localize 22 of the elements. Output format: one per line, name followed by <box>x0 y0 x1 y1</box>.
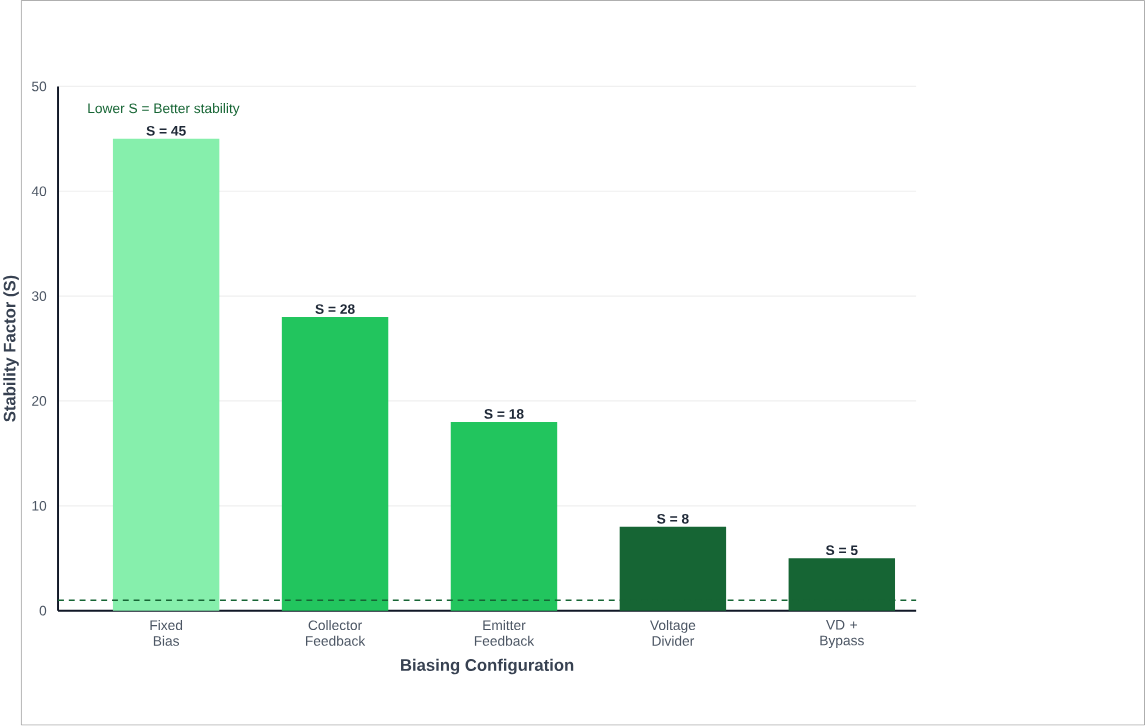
data-label: S = 45 <box>146 126 186 136</box>
y-tick-label: 40 <box>31 186 47 197</box>
y-tick-label: 30 <box>31 291 47 302</box>
data-label: S = 28 <box>315 304 355 315</box>
annotation: Lower S = Better stability <box>88 103 240 117</box>
x-tick-label: VD + Bypass <box>820 620 864 649</box>
x-axis-title: Biasing Configuration <box>401 658 574 675</box>
data-label: S = 8 <box>657 514 689 524</box>
bar <box>112 139 220 611</box>
y-axis-title: Stability Factor (S) <box>3 275 19 423</box>
data-label: S = 5 <box>825 545 858 556</box>
y-tick-label: 20 <box>32 396 47 407</box>
y-tick-label: 50 <box>31 81 47 92</box>
data-label: S = 18 <box>484 409 524 420</box>
x-tick-label: Fixed Bias <box>150 620 183 647</box>
x-tick-label: Collector Feedback <box>306 620 366 647</box>
y-tick-label: 10 <box>32 501 47 511</box>
y-tick-label: 0 <box>39 606 47 616</box>
bar <box>281 317 389 611</box>
x-tick-label: Emitter Feedback <box>474 620 535 647</box>
bar <box>450 422 558 611</box>
x-tick-label: Voltage Divider <box>650 620 696 647</box>
